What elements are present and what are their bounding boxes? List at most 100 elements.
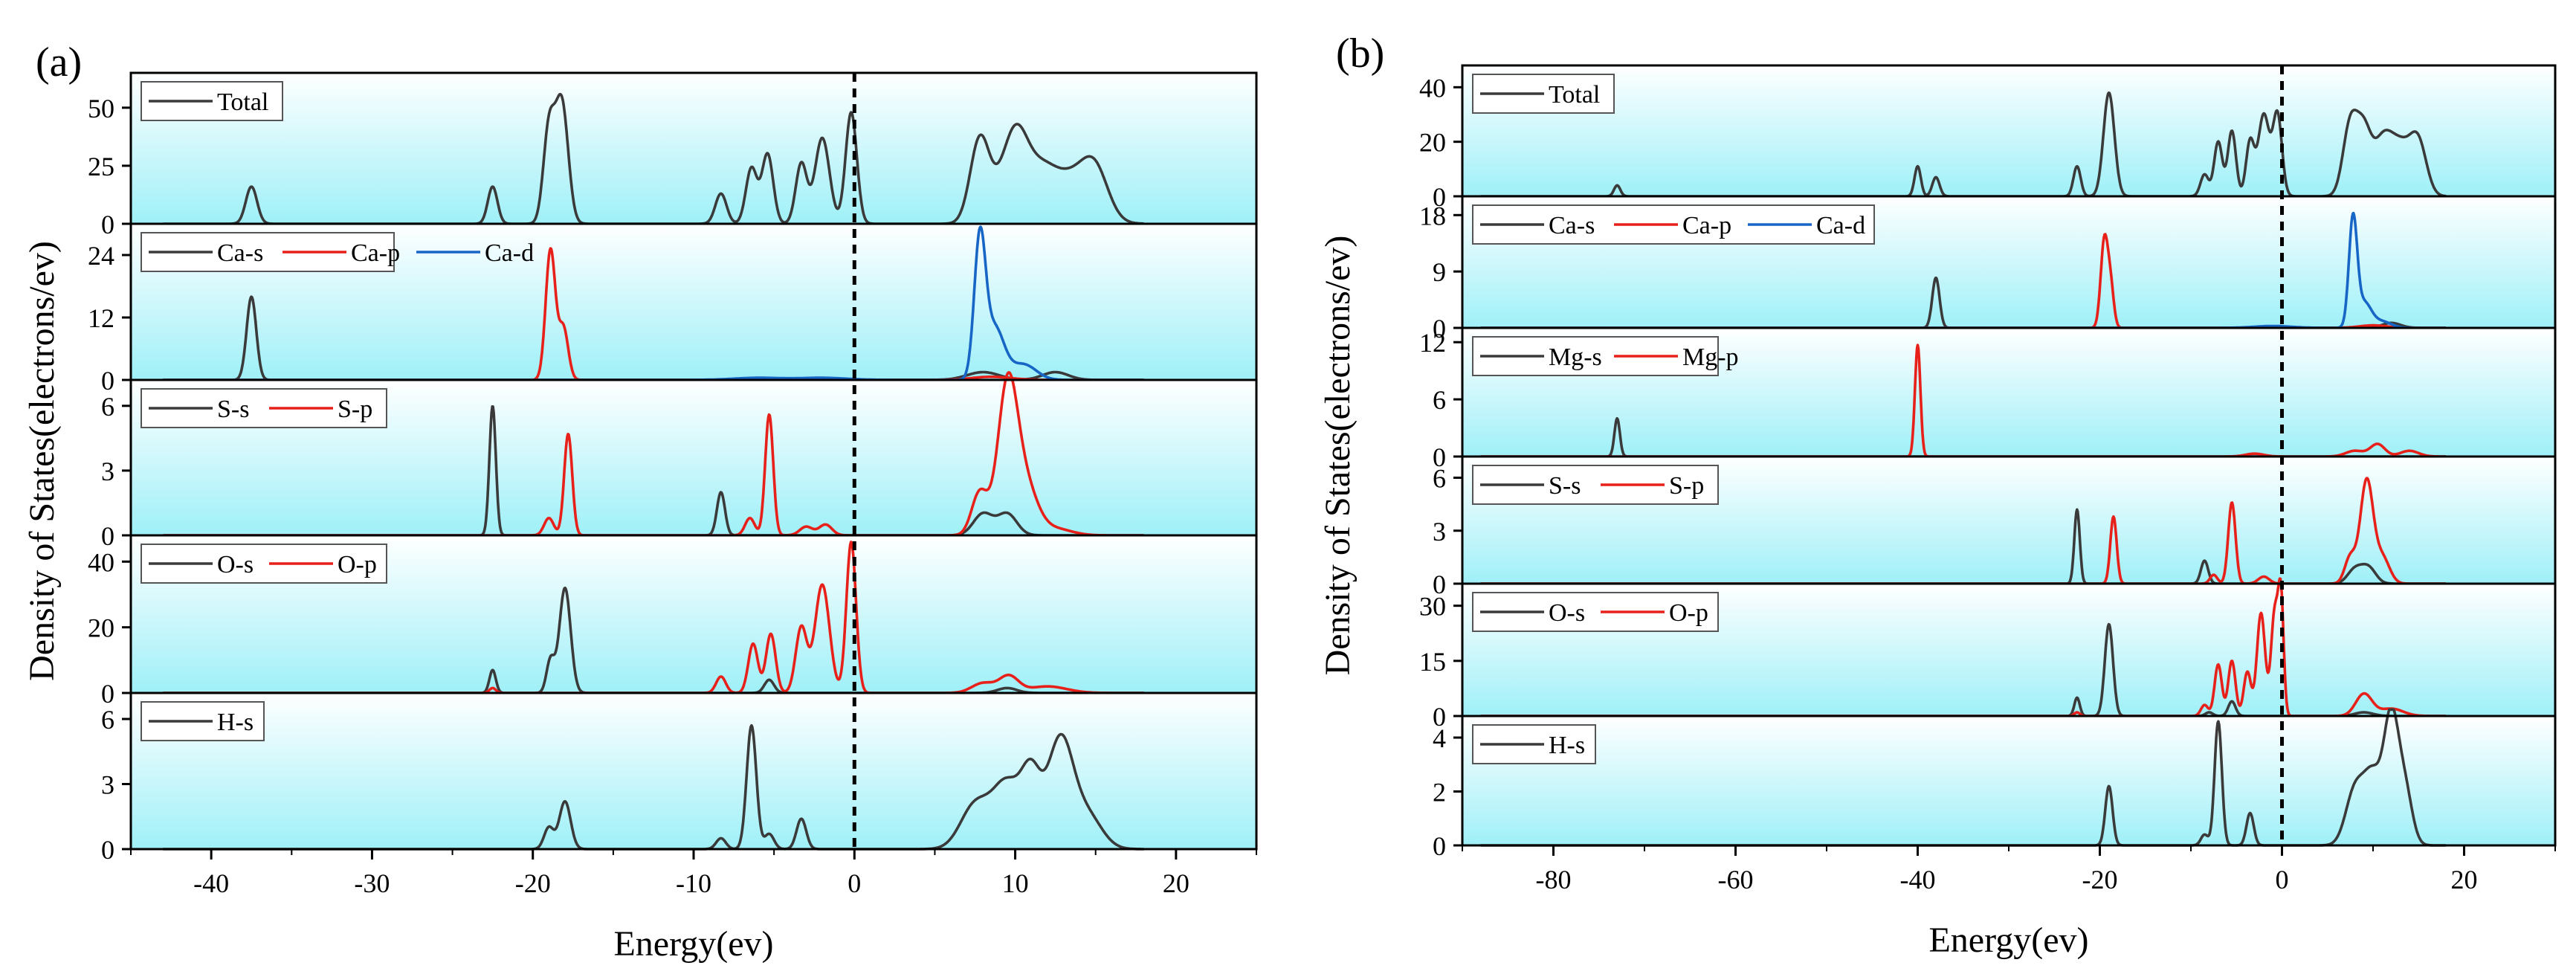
x-tick-label: -60 bbox=[1718, 865, 1754, 894]
x-axis-label: Energy(ev) bbox=[613, 924, 773, 964]
y-tick-label: 15 bbox=[1419, 647, 1446, 677]
panel-background bbox=[1462, 65, 2555, 196]
y-tick-label: 12 bbox=[88, 303, 114, 333]
legend: H-s bbox=[141, 701, 265, 741]
legend: H-s bbox=[1472, 724, 1596, 764]
panel-O: 0 15 30 O-s O-p bbox=[1419, 577, 2557, 732]
panel-background bbox=[131, 73, 1256, 224]
panel-letter: (b) bbox=[1336, 30, 1384, 77]
legend-label: S-s bbox=[1549, 472, 1581, 500]
legend-label: Ca-p bbox=[1682, 212, 1731, 239]
y-tick-label: 6 bbox=[1433, 385, 1446, 415]
x-tick-label: 20 bbox=[2451, 865, 2478, 894]
legend-label: O-p bbox=[1669, 599, 1708, 627]
legend-label: O-s bbox=[217, 551, 254, 578]
y-axis-label: Density of States(electrons/ev) bbox=[22, 241, 62, 681]
legend-label: Ca-d bbox=[1816, 212, 1865, 239]
legend-label: S-p bbox=[338, 396, 372, 423]
panel-Ca: 0 9 18 Ca-s Ca-p Ca-d bbox=[1419, 195, 2557, 344]
legend-label: S-p bbox=[1669, 472, 1704, 500]
x-tick-label: -20 bbox=[2082, 865, 2118, 894]
legend-label: Mg-s bbox=[1549, 344, 1602, 371]
legend: Mg-s Mg-p bbox=[1472, 336, 1739, 376]
y-tick-label: 0 bbox=[1433, 314, 1446, 344]
x-tick-label: 0 bbox=[2276, 865, 2289, 894]
panel-O: 0 20 40 O-s O-p bbox=[88, 534, 1258, 709]
y-tick-label: 0 bbox=[1433, 831, 1446, 861]
panel-Mg: 0 6 12 Mg-s Mg-p bbox=[1419, 326, 2557, 472]
panel-background bbox=[1462, 716, 2555, 845]
x-tick-label: 0 bbox=[848, 868, 861, 898]
x-tick-label: -40 bbox=[193, 868, 229, 898]
legend-label: H-s bbox=[1549, 732, 1585, 759]
legend: S-s S-p bbox=[1472, 465, 1719, 505]
y-tick-label: 24 bbox=[88, 241, 114, 271]
legend-label: Ca-p bbox=[351, 239, 400, 267]
y-tick-label: 18 bbox=[1419, 201, 1446, 230]
legend: Total bbox=[141, 81, 283, 121]
y-tick-label: 50 bbox=[88, 94, 114, 123]
x-tick-label: -80 bbox=[1536, 865, 1572, 894]
x-tick-label: 10 bbox=[1002, 868, 1029, 898]
y-tick-label: 0 bbox=[1433, 702, 1446, 732]
y-tick-label: 0 bbox=[101, 366, 114, 396]
legend: Total bbox=[1472, 74, 1615, 114]
y-tick-label: 6 bbox=[101, 392, 114, 422]
y-tick-label: 40 bbox=[88, 547, 114, 577]
y-tick-label: 25 bbox=[88, 152, 114, 181]
legend: O-s O-p bbox=[1472, 592, 1719, 632]
legend-label: Total bbox=[217, 88, 268, 116]
panel-total: 0 20 40 Total bbox=[1419, 64, 2557, 212]
legend-label: Ca-d bbox=[485, 239, 534, 267]
y-tick-label: 20 bbox=[1419, 128, 1446, 158]
y-tick-label: 0 bbox=[101, 835, 114, 865]
y-tick-label: 9 bbox=[1433, 257, 1446, 287]
y-axis-label: Density of States(electrons/ev) bbox=[1318, 236, 1358, 676]
legend-label: Ca-s bbox=[1549, 212, 1595, 239]
legend-label: O-p bbox=[338, 551, 377, 578]
y-tick-label: 20 bbox=[88, 613, 114, 643]
y-tick-label: 0 bbox=[1433, 570, 1446, 599]
y-tick-label: 3 bbox=[101, 770, 114, 800]
legend-label: Mg-p bbox=[1682, 344, 1739, 371]
y-tick-label: 0 bbox=[1433, 182, 1446, 212]
y-tick-label: 0 bbox=[101, 521, 114, 551]
panel-total: 0 25 50 Total bbox=[88, 71, 1258, 239]
panel-H: 0 3 6 H-s bbox=[101, 691, 1258, 865]
legend-label: O-s bbox=[1549, 599, 1585, 627]
y-tick-label: 12 bbox=[1419, 328, 1446, 358]
legend-label: Total bbox=[1549, 81, 1600, 109]
y-tick-label: 0 bbox=[101, 210, 114, 239]
y-tick-label: 2 bbox=[1433, 778, 1446, 807]
legend-label: S-s bbox=[217, 396, 249, 423]
y-tick-label: 0 bbox=[1433, 442, 1446, 472]
y-tick-label: 40 bbox=[1419, 73, 1446, 103]
y-tick-label: 3 bbox=[1433, 517, 1446, 546]
panel-H: 0 2 4 H-s bbox=[1433, 708, 2557, 861]
legend: Ca-s Ca-p Ca-d bbox=[1472, 204, 1875, 245]
panel-background bbox=[131, 693, 1256, 849]
legend: S-s S-p bbox=[141, 388, 387, 428]
x-tick-label: -20 bbox=[515, 868, 551, 898]
x-tick-label: 20 bbox=[1163, 868, 1189, 898]
legend-label: Ca-s bbox=[217, 239, 263, 267]
x-axis-label: Energy(ev) bbox=[1928, 920, 2088, 960]
x-tick-label: -40 bbox=[1900, 865, 1936, 894]
x-tick-label: -30 bbox=[354, 868, 390, 898]
y-tick-label: 4 bbox=[1433, 723, 1446, 753]
y-tick-label: 30 bbox=[1419, 592, 1446, 622]
y-tick-label: 6 bbox=[101, 705, 114, 735]
panel-Ca: 0 12 24 Ca-s Ca-p Ca-d bbox=[88, 222, 1258, 396]
legend-label: H-s bbox=[217, 709, 254, 736]
legend: O-s O-p bbox=[141, 544, 387, 584]
panel-S: 0 3 6 S-s S-p bbox=[101, 371, 1258, 551]
panel-S: 0 3 6 S-s S-p bbox=[1433, 455, 2557, 599]
y-tick-label: 3 bbox=[101, 457, 114, 486]
x-tick-label: -10 bbox=[676, 868, 711, 898]
y-tick-label: 6 bbox=[1433, 464, 1446, 494]
y-tick-label: 0 bbox=[101, 679, 114, 709]
legend: Ca-s Ca-p Ca-d bbox=[141, 232, 534, 272]
